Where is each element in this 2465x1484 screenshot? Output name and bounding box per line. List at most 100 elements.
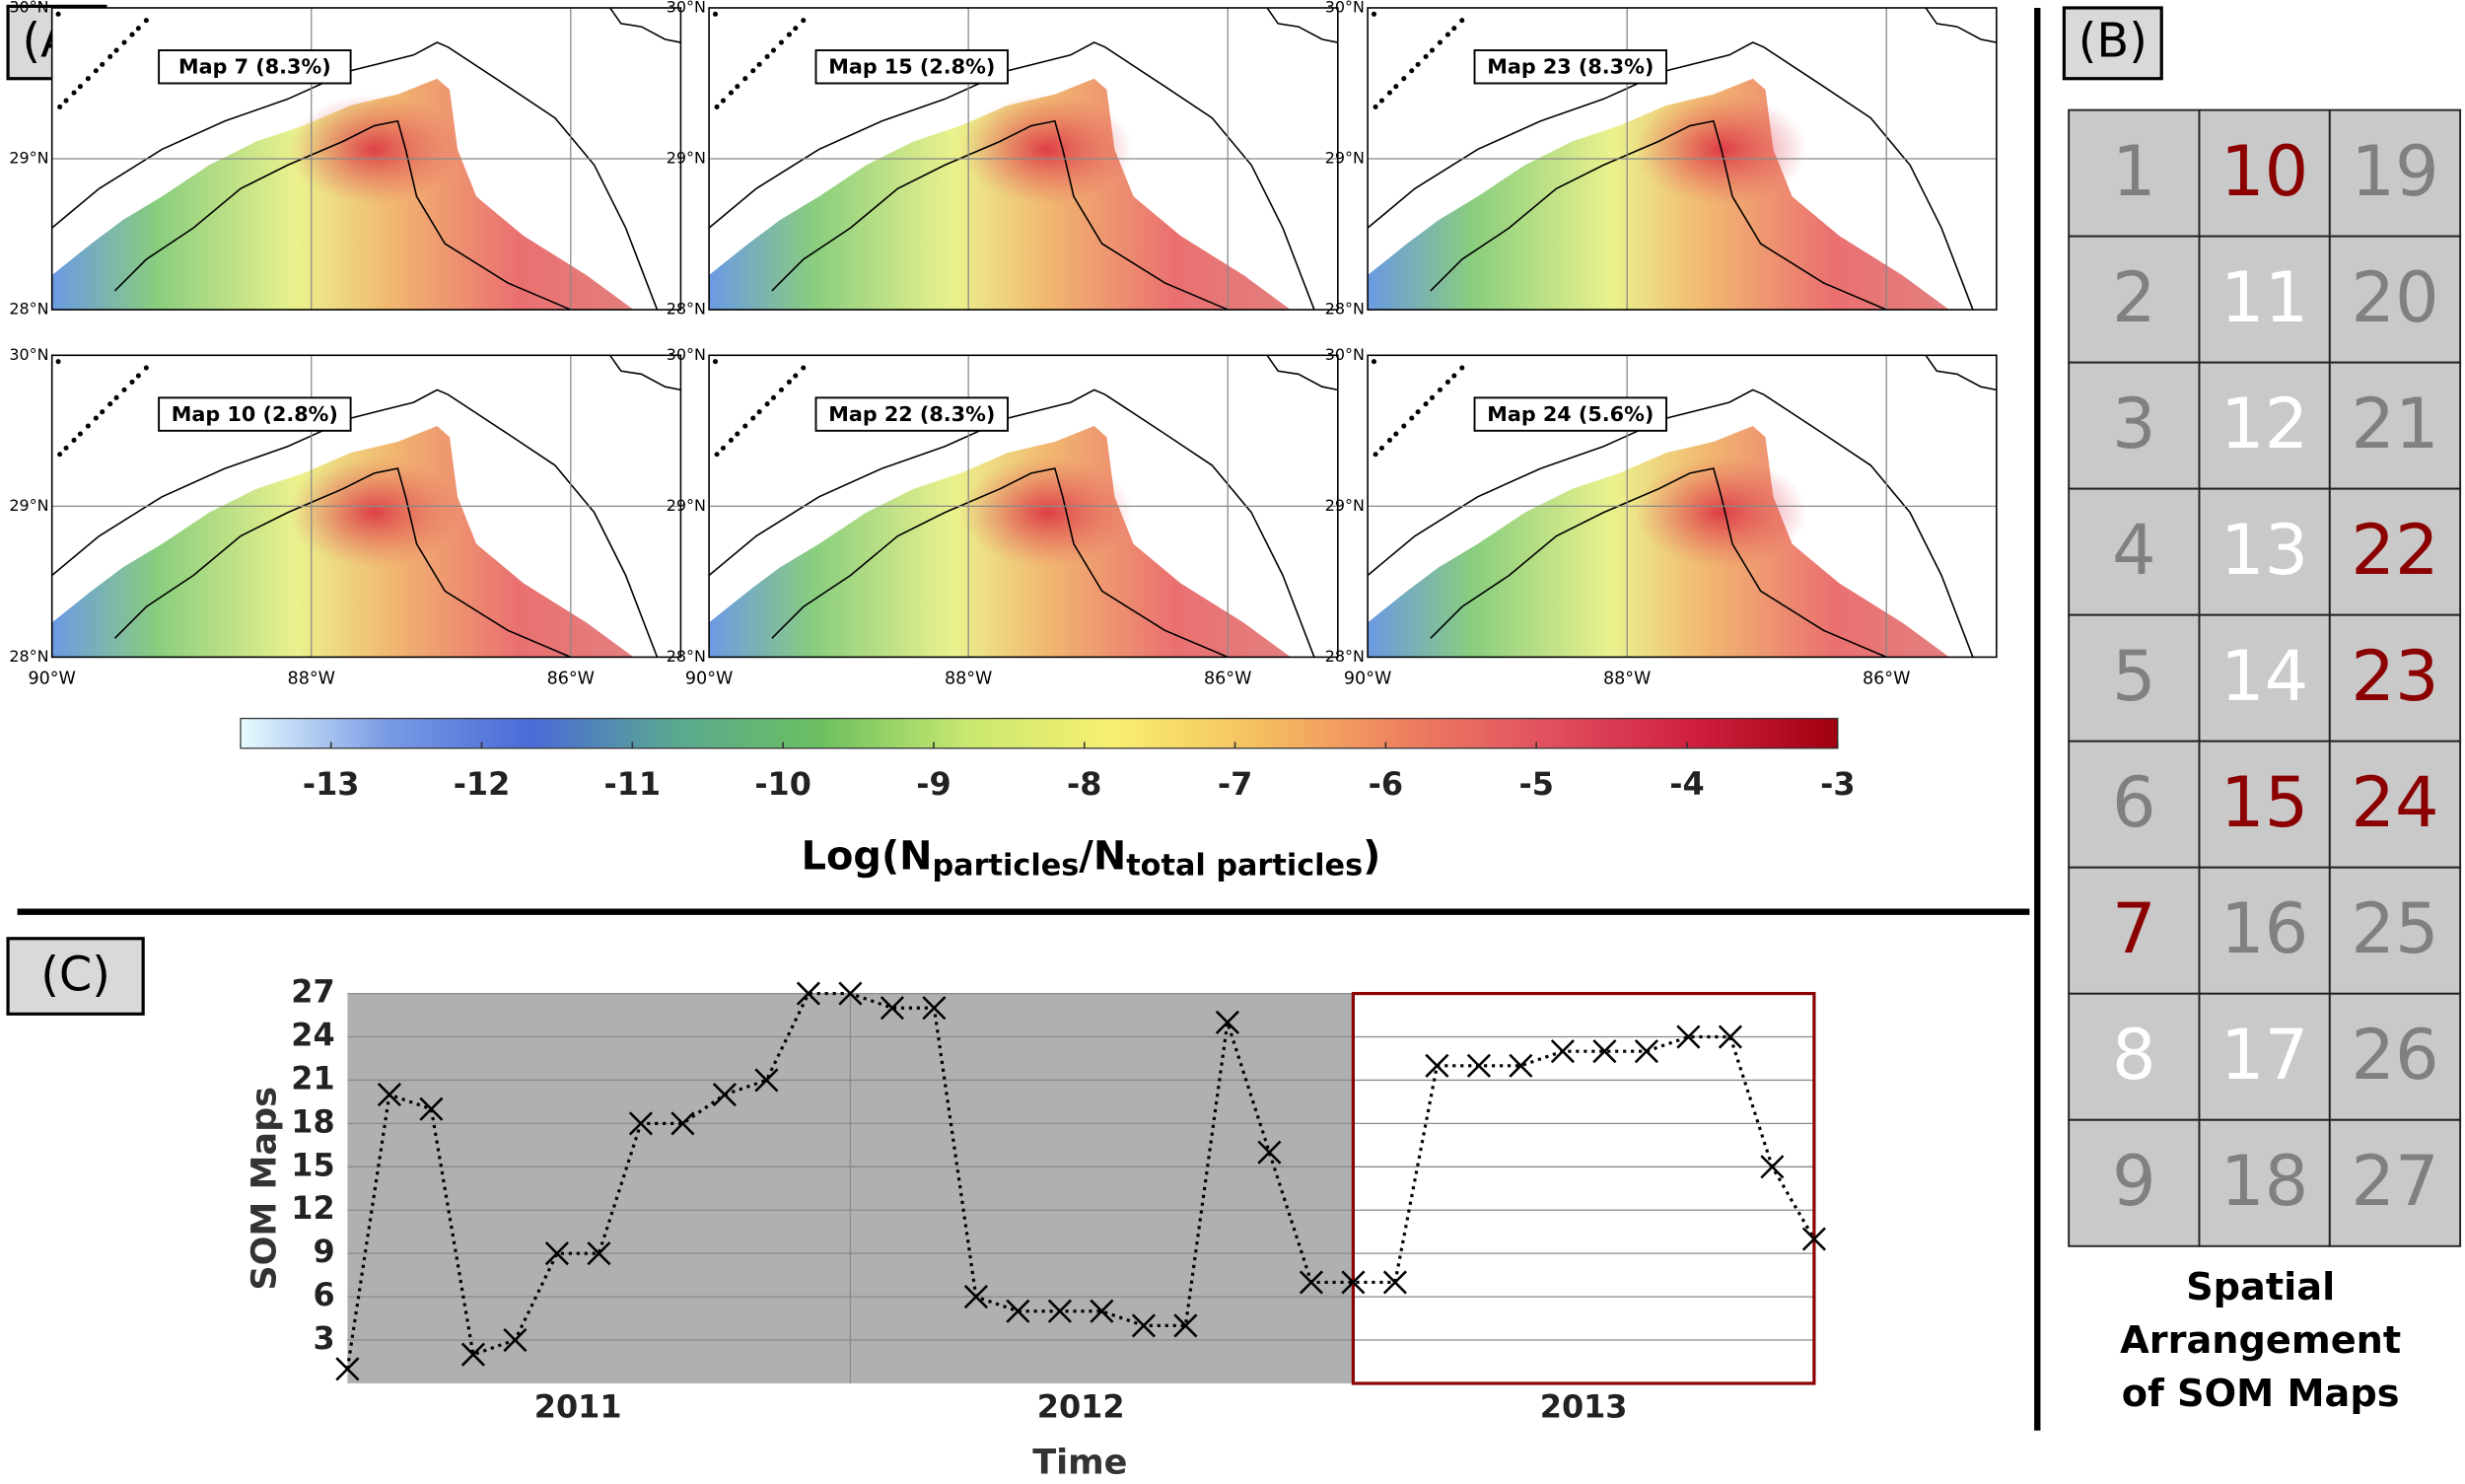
map-label: Map 24 (5.6%): [1487, 402, 1654, 426]
land-dot: [85, 76, 91, 82]
land-dot: [756, 409, 762, 415]
grid-cell: [2198, 487, 2331, 616]
marker: [1634, 1039, 1658, 1064]
land-dot: [63, 98, 69, 104]
map-label-box: [814, 49, 1009, 85]
marker: [1131, 1313, 1156, 1338]
grid-cell: [2198, 866, 2331, 995]
land-dot: [129, 32, 135, 37]
land-dot: [742, 76, 748, 82]
cell-number: 21: [2351, 384, 2438, 464]
marker: [1215, 1010, 1239, 1034]
y-axis-label: SOM Maps: [245, 1087, 285, 1291]
isobath: [1430, 467, 1887, 659]
marker: [419, 1096, 444, 1121]
lon-label: 88°W: [1603, 670, 1651, 689]
isobath: [708, 389, 1315, 658]
land-dot: [1386, 90, 1392, 96]
land-dot: [93, 415, 99, 421]
land-dot: [1401, 423, 1407, 429]
land-dot: [113, 47, 119, 53]
series-line: [345, 991, 1816, 1370]
lon-label: 86°W: [547, 670, 595, 689]
marker: [1425, 1053, 1449, 1078]
grid-cell: [2068, 866, 2201, 995]
lat-label: 30°N: [9, 0, 48, 16]
marker: [1466, 1053, 1491, 1078]
land-dot: [1371, 359, 1377, 365]
coastline: [1266, 354, 1338, 391]
land-dot: [57, 104, 63, 109]
marker: [880, 996, 904, 1021]
map-frame: [708, 354, 1339, 659]
marker: [1090, 1299, 1114, 1323]
cell-number: 26: [2351, 1015, 2438, 1095]
land-dot: [107, 53, 113, 59]
isobath: [1430, 119, 1887, 311]
marker: [754, 1068, 779, 1093]
cell-number: 18: [2220, 1141, 2308, 1222]
land-dot: [63, 445, 69, 451]
land-dot: [1393, 431, 1399, 437]
isobath: [113, 467, 572, 659]
density-hotspot: [287, 457, 461, 568]
lon-label: 90°W: [1344, 670, 1391, 689]
map-label: Map 15 (2.8%): [828, 55, 995, 79]
cell-number: 10: [2220, 131, 2308, 212]
cell-number: 6: [2112, 762, 2156, 843]
label-part: Log(N: [802, 833, 933, 879]
marker: [963, 1285, 988, 1309]
colorbar-tick-label: -12: [454, 765, 511, 803]
marker: [1341, 1270, 1366, 1295]
land-dot: [1378, 445, 1385, 451]
grid-cell: [2328, 740, 2462, 869]
shelf-density: [1368, 78, 1949, 311]
caption: Spatial: [2186, 1265, 2335, 1309]
cell-number: 8: [2112, 1015, 2156, 1095]
density-hotspot: [960, 457, 1134, 568]
land-dot: [1444, 32, 1450, 37]
density-hotspot: [287, 94, 461, 205]
land-dot: [135, 373, 141, 379]
map: Map 24 (5.6%): [1367, 354, 1998, 659]
land-dot: [735, 84, 740, 90]
x-tick-label: 2012: [1037, 1387, 1125, 1425]
map-frame: [708, 7, 1339, 311]
land-dot: [113, 394, 119, 400]
map: Map 7 (8.3%): [50, 7, 682, 311]
land-dot: [1423, 401, 1429, 407]
land-dot: [1409, 68, 1415, 74]
panel-label: (C): [40, 949, 110, 1003]
map: Map 10 (2.8%): [50, 354, 682, 659]
map-label: Map 23 (8.3%): [1487, 55, 1654, 79]
marker: [796, 981, 820, 1006]
land-dot: [121, 39, 127, 45]
lon-label: 90°W: [29, 670, 76, 689]
land-dot: [764, 401, 770, 407]
map-label-box: [158, 396, 352, 432]
marker: [670, 1111, 695, 1136]
cell-number: 16: [2220, 888, 2308, 969]
x-axis-label: Time: [1032, 1442, 1127, 1482]
land-dot: [712, 11, 719, 17]
marker: [1676, 1025, 1701, 1049]
cell-number: 27: [2351, 1141, 2438, 1222]
isobath: [113, 119, 572, 311]
lat-label: 28°N: [667, 300, 706, 318]
marker: [335, 1357, 360, 1381]
land-dot: [742, 423, 748, 429]
lat-label: 29°N: [1325, 149, 1365, 168]
label-part: total particles: [1126, 848, 1363, 883]
colorbar-tick-label: -4: [1669, 765, 1704, 803]
cell-number: 1: [2112, 131, 2156, 212]
colorbar-tick-label: -6: [1369, 765, 1403, 803]
land-dot: [786, 32, 792, 37]
land-dot: [770, 394, 777, 400]
map-label: Map 22 (8.3%): [828, 402, 995, 426]
land-dot: [1437, 387, 1443, 392]
marker: [1550, 1039, 1575, 1064]
y-tick-label: 15: [291, 1146, 334, 1183]
land-dot: [1378, 98, 1385, 104]
land-dot: [107, 401, 113, 407]
grid-cell: [2068, 235, 2201, 364]
